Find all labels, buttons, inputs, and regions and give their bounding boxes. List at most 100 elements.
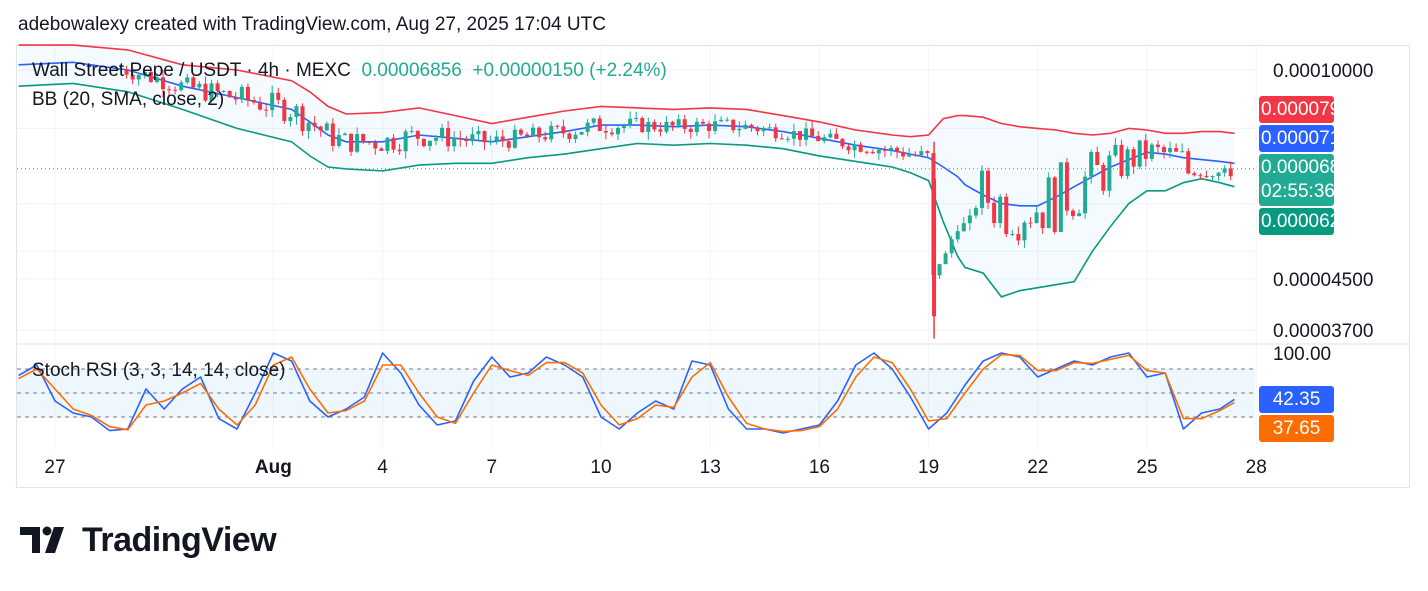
stoch-rsi-pane — [17, 352, 1255, 434]
candle-body — [585, 122, 590, 132]
candle-body — [142, 71, 147, 75]
candle-body — [203, 83, 208, 101]
candle-body — [779, 138, 784, 140]
candle-body — [986, 170, 991, 203]
candle-body — [494, 136, 499, 141]
candle-body — [731, 119, 736, 131]
candle-body — [185, 77, 190, 83]
candle-body — [1040, 212, 1045, 229]
candle-body — [154, 77, 159, 82]
candle-body — [797, 131, 802, 140]
stoch-d-line — [18, 353, 1235, 433]
candle-body — [397, 149, 402, 152]
candle-body — [312, 122, 317, 127]
candle-body — [403, 131, 408, 152]
tradingview-logo-icon — [20, 526, 64, 553]
candle-body — [1107, 155, 1112, 191]
candle-body — [700, 121, 705, 124]
symbol-legend[interactable]: Wall Street Pepe / USDT · 4h · MEXC 0.00… — [32, 60, 667, 82]
candle-body — [173, 89, 178, 91]
candle-body — [330, 123, 335, 146]
price-axis-label: 0.00004500 — [1273, 270, 1373, 291]
candle-body — [755, 127, 760, 132]
candle-body — [506, 141, 511, 148]
time-axis-label: 10 — [590, 457, 611, 478]
candle-body — [1052, 177, 1057, 233]
candle-body — [500, 136, 505, 142]
candle-body — [943, 253, 948, 265]
candle-body — [1168, 148, 1173, 153]
price-axis-label: 0.00010000 — [1273, 61, 1373, 82]
candle-body — [1216, 172, 1221, 177]
candle-body — [482, 131, 487, 143]
bb-upper-badge: 0.00007980 — [1259, 96, 1361, 123]
candle-body — [1058, 162, 1063, 233]
candle-body — [288, 117, 293, 122]
candle-body — [1089, 151, 1094, 177]
candle-body — [979, 170, 984, 208]
candle-body — [615, 127, 620, 135]
candle-body — [543, 137, 548, 140]
candle-body — [949, 239, 954, 254]
candle-body — [1186, 151, 1191, 174]
candle-body — [1004, 196, 1009, 235]
candle-body — [324, 123, 329, 131]
candle-body — [427, 140, 432, 147]
candle-body — [555, 125, 560, 127]
candle-body — [907, 154, 912, 157]
time-axis-label: 7 — [487, 457, 498, 478]
time-axis-label: 16 — [809, 457, 830, 478]
candle-body — [1143, 140, 1148, 159]
bb-legend[interactable]: BB (20, SMA, close, 2) — [32, 89, 225, 110]
candle-body — [1149, 144, 1154, 159]
price-axis-label: 0.00003700 — [1273, 321, 1373, 342]
candle-body — [270, 92, 275, 111]
tradingview-logo-text: TradingView — [82, 520, 277, 559]
tradingview-logo[interactable]: TradingView — [20, 520, 277, 560]
candle-body — [227, 90, 232, 98]
candle-body — [622, 125, 627, 128]
candle-body — [239, 86, 244, 100]
candle-body — [694, 121, 699, 133]
candle-body — [888, 147, 893, 151]
candle-body — [573, 134, 578, 139]
candle-body — [1064, 162, 1069, 211]
candle-body — [549, 125, 554, 140]
candle-body — [864, 151, 869, 153]
candle-body — [967, 215, 972, 224]
candle-body — [579, 131, 584, 135]
candle-body — [209, 83, 214, 101]
stoch-rsi-legend[interactable]: Stoch RSI (3, 3, 14, 14, close) — [32, 360, 286, 381]
candle-body — [294, 106, 299, 118]
candle-body — [124, 69, 129, 75]
candle-body — [725, 119, 730, 121]
candle-body — [264, 109, 269, 111]
candle-body — [1180, 151, 1185, 153]
candle-body — [1174, 148, 1179, 152]
candle-body — [1101, 165, 1106, 191]
candle-body — [919, 151, 924, 156]
candle-body — [361, 134, 366, 142]
candle-body — [1113, 144, 1118, 156]
candle-body — [136, 74, 141, 80]
chart-attribution: adebowalexy created with TradingView.com… — [18, 14, 606, 35]
candle-body — [1198, 175, 1203, 177]
candle-body — [804, 128, 809, 140]
candle-body — [719, 119, 724, 122]
candle-body — [670, 121, 675, 126]
candle-body — [336, 135, 341, 146]
grid — [17, 46, 1410, 450]
candle-body — [658, 129, 663, 132]
candle-body — [470, 134, 475, 142]
candle-body — [391, 137, 396, 150]
candle-body — [852, 144, 857, 151]
candle-body — [840, 138, 845, 147]
candle-body — [306, 122, 311, 132]
candle-body — [452, 138, 457, 147]
time-axis-label: 13 — [700, 457, 721, 478]
candle-body — [767, 127, 772, 129]
candle-body — [512, 129, 517, 148]
candle-body — [531, 127, 536, 137]
